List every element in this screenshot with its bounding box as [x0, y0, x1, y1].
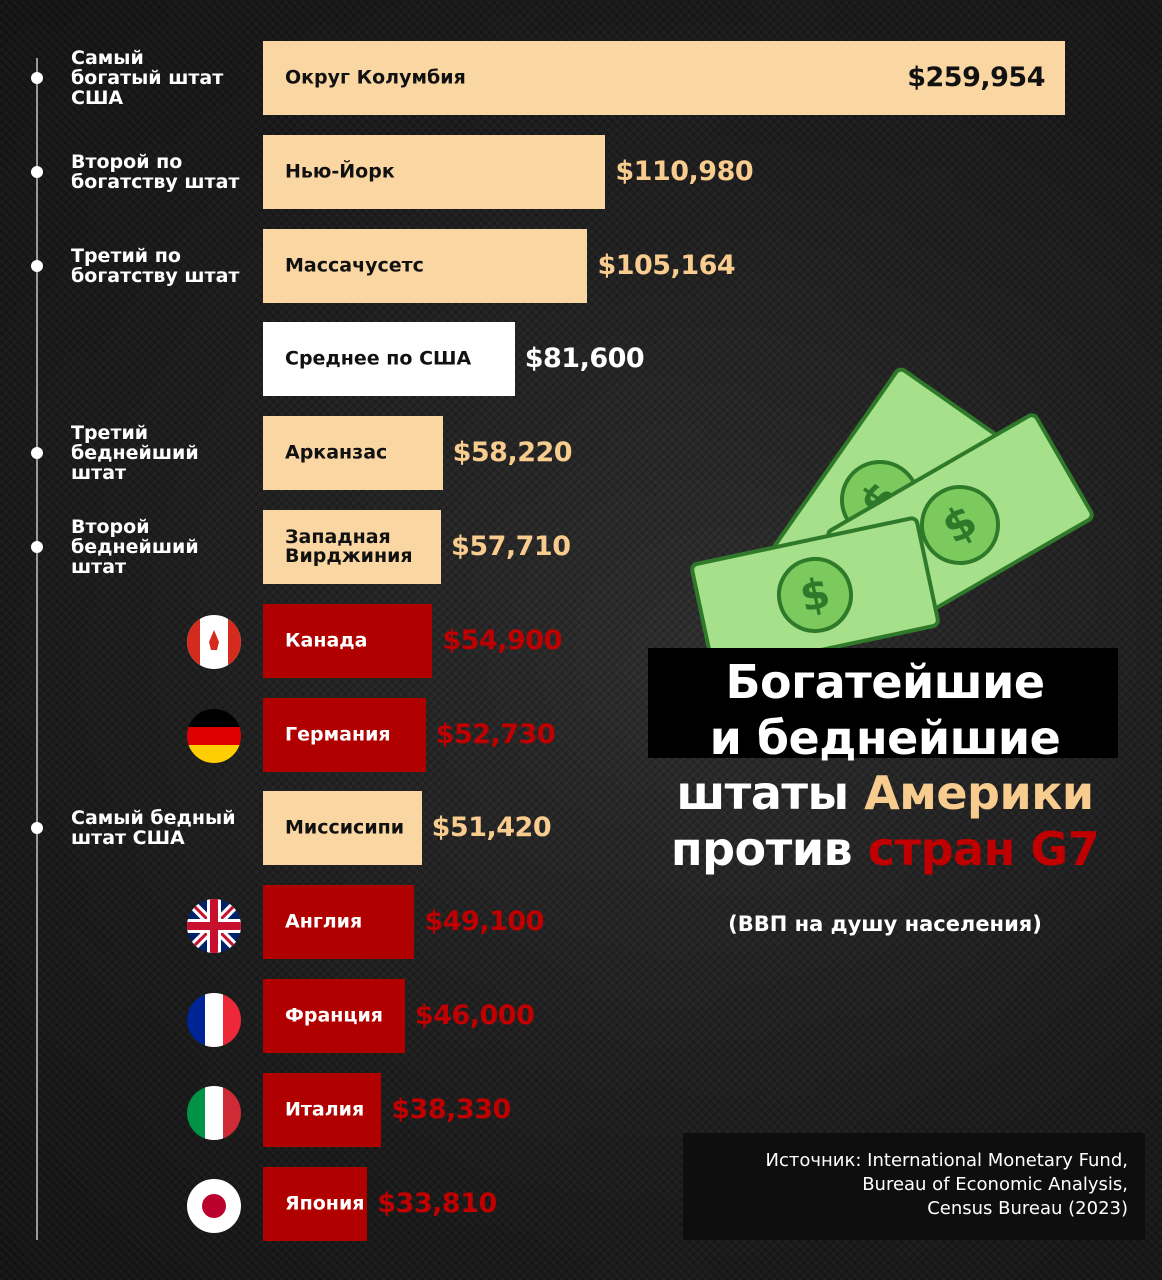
value-label: $46,000: [414, 1000, 535, 1031]
bar-label: Массачусетс: [285, 254, 424, 277]
value-label: $51,420: [431, 812, 552, 844]
bar-label: Арканзас: [285, 441, 388, 464]
value-label: $57,710: [451, 531, 571, 562]
title-part: стран G7: [867, 821, 1100, 876]
bar-label: Среднее по США: [285, 347, 472, 370]
title-line: против стран G7: [640, 822, 1130, 876]
bar-label: Нью-Йорк: [285, 160, 395, 183]
rank-annotation-line: Второй: [71, 516, 150, 538]
rank-annotation-line: штат США: [71, 827, 185, 850]
bar-label: Западная Вирджиния: [285, 526, 413, 567]
bar: Япония: [263, 1166, 368, 1241]
title-part: Богатейшие: [725, 655, 1045, 709]
rank-annotation-line: Самый бедный: [71, 807, 236, 830]
bar: Италия: [263, 1072, 382, 1147]
bar-label: Франция: [285, 1004, 383, 1027]
value-label: $54,900: [442, 624, 562, 656]
bar: Округ Колумбия: [263, 41, 1065, 115]
value-label: $105,164: [597, 249, 736, 281]
source-line: Census Bureau (2023): [927, 1198, 1128, 1219]
timeline-dot: [31, 165, 43, 178]
rank-annotation: Второй по богатству штат: [71, 152, 239, 192]
source: Источник: International Monetary Fund, Bu…: [683, 1133, 1145, 1240]
bar: Франция: [263, 979, 405, 1053]
value-label: $81,600: [524, 343, 645, 375]
bar: Нью-Йорк: [263, 134, 606, 209]
rank-annotation: Самый бедный штат США: [71, 808, 236, 848]
rank-annotation: Третий беднейший штат: [71, 423, 199, 483]
rank-annotation: Третий по богатству штат: [71, 246, 239, 286]
value-label: $110,980: [615, 155, 754, 187]
value-label: $33,810: [377, 1187, 497, 1219]
title-part: штаты: [676, 766, 865, 820]
rank-annotation-line: Третий по: [71, 244, 181, 267]
rank-annotation-line: Второй по: [71, 150, 183, 173]
bar: Среднее по США: [263, 322, 515, 397]
bar-label: Япония: [285, 1192, 365, 1215]
timeline-dot: [31, 447, 43, 460]
title-part: и беднейшие: [709, 710, 1061, 765]
rank-annotation-line: беднейший: [71, 536, 199, 558]
rank-annotation: Самый богатый штат США: [71, 48, 223, 108]
bar-label: Миссисипи: [285, 816, 405, 839]
timeline-dot: [31, 541, 43, 553]
subtitle: (ВВП на душу населения): [728, 912, 1042, 936]
rank-annotation-line: беднейший: [71, 442, 199, 465]
rank-annotation-line: Третий: [71, 422, 149, 445]
bar-label: Канада: [285, 629, 368, 652]
rank-annotation-line: богатый штат: [71, 67, 224, 89]
bar-label: Округ Колумбия: [285, 66, 466, 89]
source-line: Bureau of Economic Analysis,: [862, 1174, 1128, 1195]
value-label: $52,730: [435, 718, 556, 750]
bar: Миссисипи: [263, 791, 422, 866]
bar-label: Англия: [285, 910, 363, 933]
bar-label: Германия: [285, 723, 391, 746]
bar: Массачусетс: [263, 228, 588, 303]
value-label: $259,954: [907, 62, 1045, 93]
rank-annotation: Второй беднейший штат: [71, 517, 199, 577]
timeline-dot: [31, 259, 43, 272]
title-line: Богатейшие: [640, 655, 1130, 709]
source-line: Источник: International Monetary Fund,: [765, 1150, 1128, 1171]
title-line: и беднейшие: [640, 711, 1130, 765]
value-label: $38,330: [391, 1093, 511, 1125]
rank-annotation-line: богатству штат: [71, 264, 240, 287]
rank-annotation-line: богатству штат: [71, 170, 240, 193]
rank-annotation-line: штат: [71, 556, 127, 578]
title-box: [648, 648, 1118, 758]
bar: Западная Вирджиния: [263, 510, 442, 584]
bar: Арканзас: [263, 416, 443, 491]
title-part: Америки: [864, 766, 1094, 820]
timeline-dot: [31, 72, 43, 84]
rank-annotation-line: США: [71, 87, 124, 109]
money-illustration: $ $ $: [690, 367, 1094, 674]
title-part: против: [670, 821, 868, 876]
value-label: $49,100: [424, 906, 544, 938]
value-label: $58,220: [452, 437, 573, 469]
bar-label: Италия: [285, 1098, 365, 1121]
bar: Канада: [263, 603, 433, 678]
bar: Англия: [263, 885, 415, 960]
rank-annotation-line: штат: [71, 462, 127, 485]
rank-annotation-line: Самый: [71, 47, 144, 69]
bar: Германия: [263, 697, 426, 772]
timeline-dot: [31, 822, 43, 835]
flags: [187, 615, 241, 1233]
title-line: штаты Америки: [640, 766, 1130, 820]
